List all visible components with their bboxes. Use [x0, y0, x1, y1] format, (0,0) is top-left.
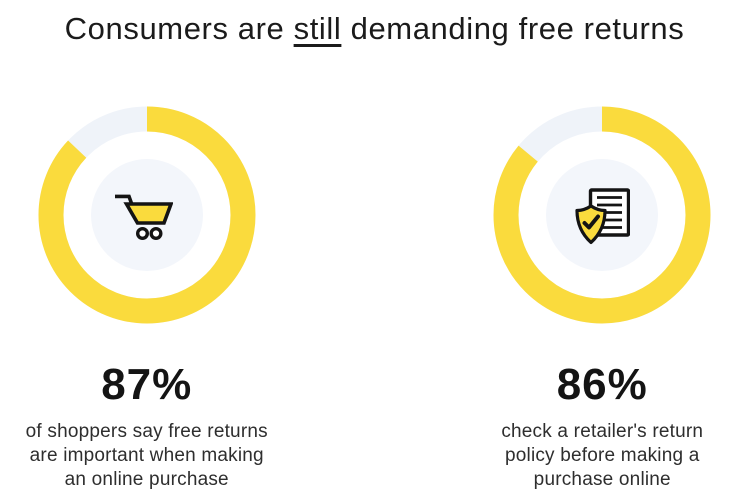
donut-arc-87	[38, 106, 256, 324]
desc-line: are important when making	[29, 445, 264, 466]
stat-description-87: of shoppers say free returns are importa…	[0, 420, 294, 492]
desc-line: an online purchase	[64, 469, 229, 490]
stat-value-87: 87%	[101, 360, 193, 409]
stats-row: 87% of shoppers say free returns are imp…	[0, 106, 749, 492]
desc-line: purchase online	[533, 469, 671, 490]
desc-line: policy before making a	[504, 445, 700, 466]
donut-arc-86	[493, 106, 711, 324]
title-underlined-word: still	[293, 11, 342, 46]
desc-line: check a retailer's return	[501, 421, 704, 442]
donut-svg-86	[493, 106, 711, 324]
title-suffix: demanding free returns	[341, 11, 685, 46]
stat-value-86: 86%	[556, 360, 648, 409]
donut-svg-87	[38, 106, 256, 324]
desc-line: of shoppers say free returns	[25, 421, 268, 442]
stat-column-return-policy: 86% check a retailer's return policy bef…	[456, 106, 749, 492]
page-title: Consumers are still demanding free retur…	[0, 0, 749, 48]
stat-column-free-returns: 87% of shoppers say free returns are imp…	[0, 106, 294, 492]
title-prefix: Consumers are	[64, 11, 294, 46]
shopping-cart-icon	[114, 194, 173, 240]
document-shield-check-icon	[575, 188, 631, 245]
donut-chart-86	[493, 106, 711, 324]
stat-description-86: check a retailer's return policy before …	[456, 420, 749, 492]
donut-chart-87	[38, 106, 256, 324]
